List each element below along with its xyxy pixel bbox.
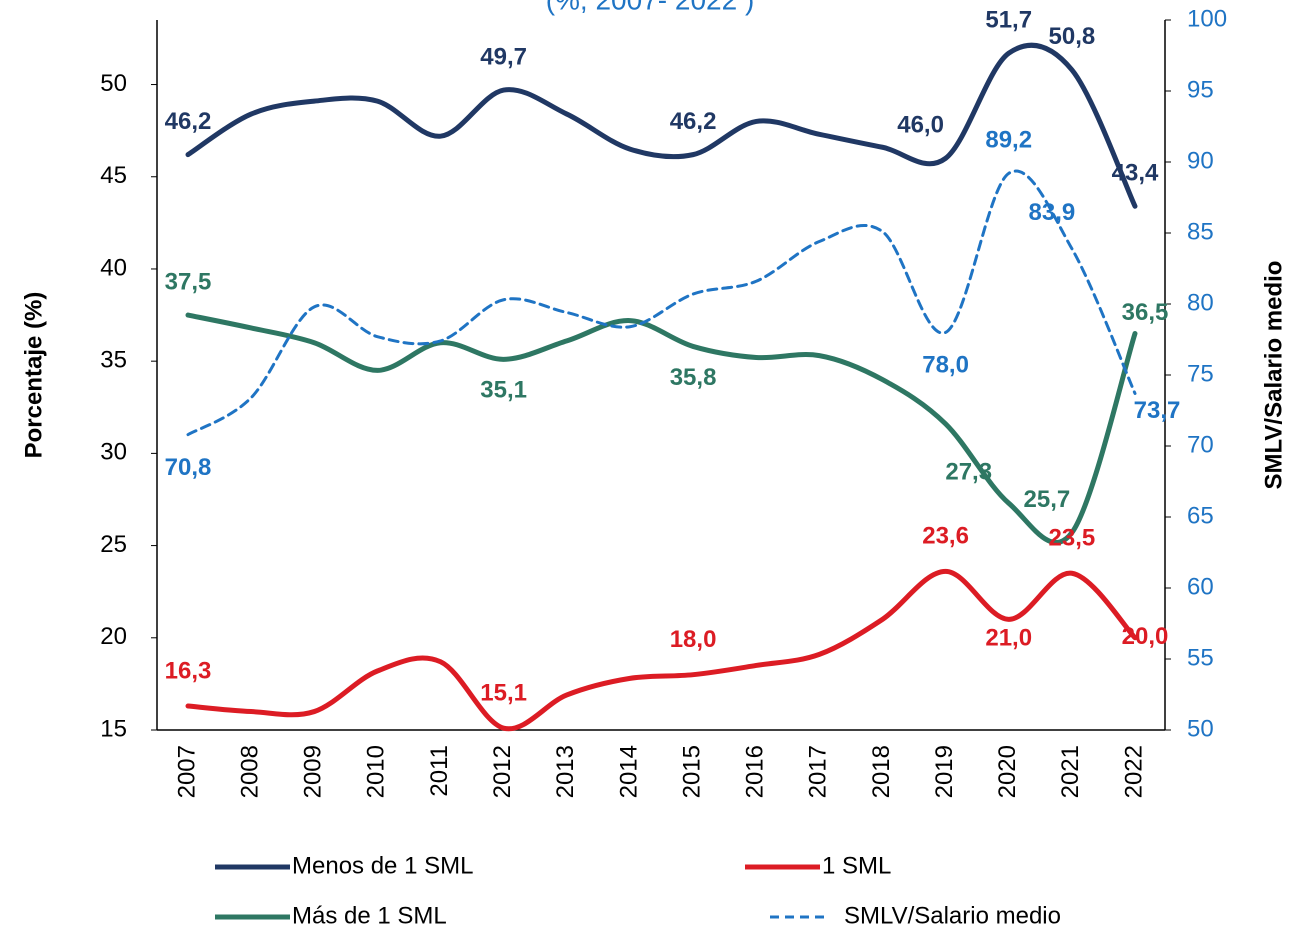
chart-title: (%, 2007- 2022 )	[546, 0, 755, 15]
data-label: 35,1	[480, 377, 527, 404]
data-label: 46,0	[897, 112, 944, 139]
y-tick-label: 40	[100, 254, 127, 281]
series-line	[186, 169, 1137, 437]
data-label: 36,5	[1122, 299, 1169, 326]
series-line	[185, 312, 1138, 545]
y-axis-label: Porcentaje (%)	[20, 292, 47, 459]
x-tick-label: 2020	[994, 745, 1021, 798]
y-tick-label: 25	[100, 531, 127, 558]
data-label: 27,3	[945, 459, 992, 486]
y-tick-label: 15	[100, 715, 127, 742]
y2-tick-label: 70	[1187, 431, 1214, 458]
data-label: 23,5	[1049, 525, 1096, 552]
legend-label: 1 SML	[822, 852, 891, 879]
y-tick-label: 45	[100, 162, 127, 189]
y2-tick-label: 100	[1187, 5, 1227, 32]
y2-axis-label: SMLV/Salario medio	[1260, 261, 1287, 490]
y2-tick-label: 95	[1187, 76, 1214, 103]
y-tick-label: 30	[100, 439, 127, 466]
data-label: 46,2	[670, 108, 717, 135]
y2-tick-label: 55	[1187, 644, 1214, 671]
y2-tick-label: 90	[1187, 147, 1214, 174]
legend-label: Menos de 1 SML	[292, 852, 473, 879]
data-label: 50,8	[1049, 23, 1096, 50]
x-tick-label: 2014	[615, 745, 642, 798]
data-label: 49,7	[480, 43, 527, 70]
y2-tick-label: 65	[1187, 502, 1214, 529]
x-tick-label: 2011	[426, 745, 453, 797]
data-label: 43,4	[1112, 160, 1159, 187]
y-tick-label: 20	[100, 623, 127, 650]
data-label: 37,5	[165, 268, 212, 295]
x-tick-label: 2016	[742, 745, 769, 798]
y2-tick-label: 85	[1187, 218, 1214, 245]
series-line	[185, 568, 1138, 732]
x-tick-label: 2009	[300, 745, 327, 798]
x-tick-label: 2017	[805, 745, 832, 798]
data-label: 70,8	[165, 454, 212, 481]
data-label: 73,7	[1134, 397, 1181, 424]
data-label: 21,0	[985, 625, 1032, 652]
data-label: 51,7	[985, 7, 1032, 34]
data-label: 25,7	[1024, 486, 1071, 513]
x-tick-label: 2010	[363, 745, 390, 798]
data-label: 78,0	[922, 352, 969, 379]
y-tick-label: 35	[100, 347, 127, 374]
data-label: 89,2	[985, 127, 1032, 154]
x-tick-label: 2022	[1120, 745, 1147, 798]
y2-tick-label: 60	[1187, 573, 1214, 600]
y2-tick-label: 80	[1187, 289, 1214, 316]
y2-tick-label: 50	[1187, 715, 1214, 742]
data-label: 15,1	[480, 679, 527, 706]
data-label: 83,9	[1029, 199, 1076, 226]
x-tick-label: 2007	[173, 745, 200, 798]
x-tick-label: 2021	[1057, 745, 1084, 798]
x-tick-label: 2019	[931, 745, 958, 798]
data-label: 46,2	[165, 108, 212, 135]
series-line	[185, 42, 1138, 209]
y-tick-label: 50	[100, 70, 127, 97]
x-tick-label: 2008	[236, 745, 263, 798]
x-tick-label: 2013	[552, 745, 579, 798]
x-tick-label: 2012	[489, 745, 516, 798]
legend-label: SMLV/Salario medio	[844, 902, 1061, 929]
y2-tick-label: 75	[1187, 360, 1214, 387]
data-label: 18,0	[670, 626, 717, 653]
x-tick-label: 2015	[678, 745, 705, 798]
legend-label: Más de 1 SML	[292, 902, 447, 929]
data-label: 20,0	[1122, 623, 1169, 650]
x-tick-label: 2018	[868, 745, 895, 798]
data-label: 35,8	[670, 364, 717, 391]
data-label: 23,6	[922, 523, 969, 550]
data-label: 16,3	[165, 657, 212, 684]
